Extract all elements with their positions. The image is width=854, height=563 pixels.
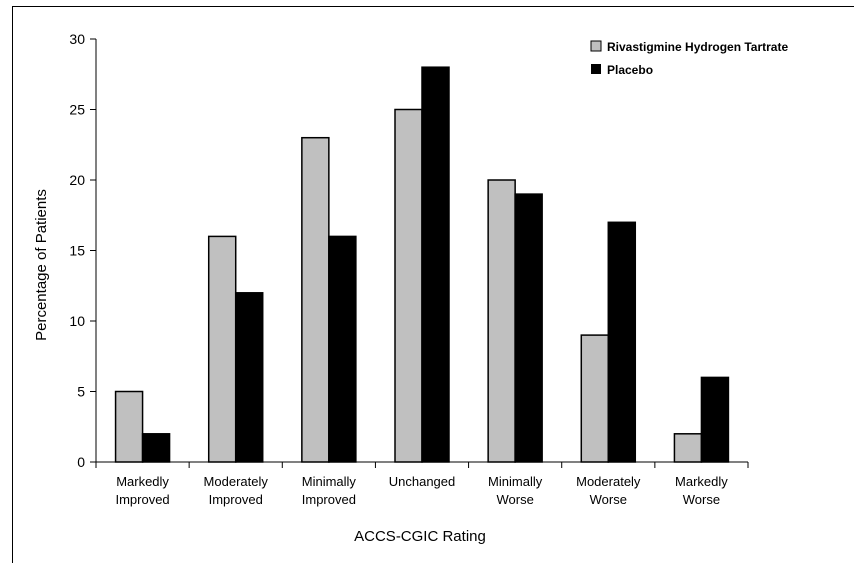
bar-placebo — [514, 193, 543, 463]
chart-frame — [12, 6, 854, 563]
y-tick-label: 0 — [77, 454, 85, 470]
legend: Rivastigmine Hydrogen Tartrate Placebo — [590, 40, 788, 77]
bar-rivastigmine — [394, 108, 423, 463]
y-tick-label: 5 — [77, 384, 85, 400]
legend-label-placebo: Placebo — [607, 63, 653, 77]
bar-placebo — [421, 66, 450, 463]
x-tick-label: Markedly Improved — [115, 474, 169, 507]
x-tick-label: Moderately Improved — [204, 474, 269, 507]
bar-placebo — [328, 235, 357, 463]
bar-rivastigmine — [207, 235, 237, 463]
y-axis-title: Percentage of Patients — [33, 189, 50, 341]
y-tick-label: 20 — [69, 172, 85, 188]
bar-rivastigmine — [673, 433, 703, 463]
bar-placebo — [700, 376, 730, 463]
x-axis — [95, 461, 749, 468]
y-axis: 0 5 10 15 20 25 30 — [69, 31, 97, 470]
bars — [114, 66, 730, 463]
y-tick-label: 15 — [69, 243, 85, 259]
x-tick-label: Unchanged — [389, 474, 456, 489]
bar-rivastigmine — [114, 390, 144, 463]
x-tick-label: Markedly Worse — [675, 474, 728, 507]
bar-placebo — [141, 433, 171, 463]
x-tick-label: Minimally Improved — [302, 474, 357, 507]
x-tick-label: Moderately Worse — [576, 474, 641, 507]
bar-rivastigmine — [301, 136, 330, 463]
x-tick-labels: Markedly Improved Moderately Improved Minima… — [115, 474, 728, 507]
legend-swatch-placebo — [591, 64, 601, 74]
legend-swatch-rivastigmine — [590, 40, 602, 52]
y-tick-label: 10 — [69, 313, 85, 329]
bar-placebo — [607, 221, 637, 463]
x-tick-label: Minimally Worse — [488, 474, 543, 507]
y-tick-label: 25 — [69, 102, 85, 118]
bar-rivastigmine — [580, 334, 610, 463]
bar-rivastigmine — [487, 179, 516, 463]
y-tick-label: 30 — [69, 31, 85, 47]
legend-label-rivastigmine: Rivastigmine Hydrogen Tartrate — [607, 40, 788, 54]
bar-placebo — [234, 292, 264, 463]
x-axis-title: ACCS-CGIC Rating — [354, 528, 486, 545]
